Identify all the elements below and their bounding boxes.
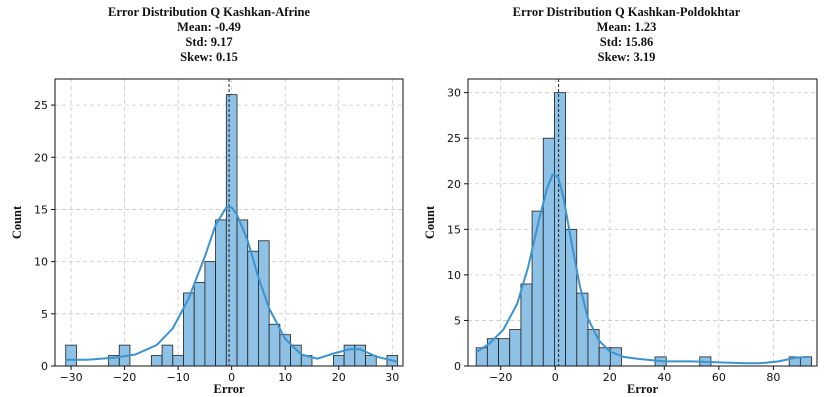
x-tick-label: 60 [712, 371, 726, 384]
histogram-bar [520, 283, 533, 367]
histogram-bar [215, 219, 227, 367]
histogram-bar [542, 137, 555, 367]
histogram-bar [587, 329, 600, 367]
histogram-bar [509, 329, 522, 367]
y-tick-label: 10 [447, 269, 461, 282]
x-tick-label: 0 [552, 371, 559, 384]
histogram-bar [354, 344, 366, 367]
std-stat: Std: 9.17 [185, 35, 233, 49]
x-tick-label: 40 [657, 371, 671, 384]
title-line: Error Distribution Q Kashkan-Poldokhtar [512, 5, 741, 19]
y-axis-label: Count [10, 205, 24, 239]
plot-frame [54, 78, 404, 367]
histogram-bar [531, 210, 544, 367]
x-tick-label: 80 [766, 371, 780, 384]
chart-title-left: Error Distribution Q Kashkan-Afrine Mean… [0, 5, 418, 65]
histogram-bar [172, 355, 184, 367]
y-tick-label: 20 [34, 151, 48, 164]
histogram-bar [565, 228, 578, 367]
histogram-bar [554, 92, 567, 367]
x-tick-label: 10 [278, 371, 292, 384]
x-tick-label: −20 [489, 371, 512, 384]
x-tick-label: 20 [332, 371, 346, 384]
skew-stat: Skew: 0.15 [180, 50, 238, 64]
mean-stat: Mean: -0.49 [177, 20, 241, 34]
x-tick-label: 30 [385, 371, 399, 384]
x-axis-label: Error [627, 382, 658, 396]
x-tick-label: −30 [59, 371, 82, 384]
histogram-bar [225, 94, 238, 367]
chart-panel-right: Error Distribution Q Kashkan-Poldokhtar … [418, 0, 835, 397]
histogram-bar [609, 347, 622, 367]
x-tick-label: −10 [167, 371, 190, 384]
histogram-left: −30 −20 −10 0 10 20 30 0 5 10 15 20 25 Error Count [10, 78, 404, 396]
histogram-bar [332, 355, 345, 367]
histogram-bar [193, 282, 206, 367]
y-tick-label: 20 [447, 178, 461, 191]
y-tick-label: 0 [41, 360, 48, 373]
y-tick-label: 25 [447, 132, 461, 145]
skew-stat: Skew: 3.19 [597, 50, 656, 64]
histogram-bar [236, 219, 249, 367]
histogram-bar [268, 323, 281, 367]
histogram-bar [65, 344, 77, 367]
kde-curve [475, 173, 809, 365]
histogram-bar [576, 292, 589, 367]
std-stat: Std: 15.86 [599, 35, 654, 49]
histogram-bar [365, 355, 377, 367]
y-tick-label: 5 [454, 314, 461, 327]
histogram-bar [161, 344, 174, 367]
histogram-bar [150, 355, 163, 367]
x-tick-label: 0 [228, 371, 235, 384]
y-tick-label: 15 [447, 223, 461, 236]
x-axis-label: Error [213, 382, 244, 396]
chart-panel-left: Error Distribution Q Kashkan-Afrine Mean… [0, 5, 418, 396]
histogram-bar [498, 338, 511, 367]
x-tick-label: 20 [603, 371, 617, 384]
y-tick-label: 15 [34, 203, 48, 216]
y-tick-label: 30 [447, 87, 461, 100]
y-tick-label: 5 [41, 308, 48, 321]
chart-title-right: Error Distribution Q Kashkan-Poldokhtar … [418, 5, 835, 65]
y-tick-label: 10 [34, 256, 48, 269]
histogram-bar [247, 250, 259, 367]
histogram-bar [204, 261, 217, 367]
y-tick-label: 0 [454, 360, 461, 373]
x-tick-label: −20 [113, 371, 136, 384]
title-line: Error Distribution Q Kashkan-Afrine [108, 5, 310, 19]
kde-curve [65, 206, 398, 363]
y-axis-label: Count [423, 205, 437, 239]
histogram-bar [343, 344, 356, 367]
histogram-right: −20 0 20 40 60 80 0 5 10 15 20 25 30 Error Count [423, 78, 818, 396]
mean-stat: Mean: 1.23 [596, 20, 657, 34]
plot-frame [467, 78, 818, 367]
y-tick-label: 25 [34, 99, 48, 112]
